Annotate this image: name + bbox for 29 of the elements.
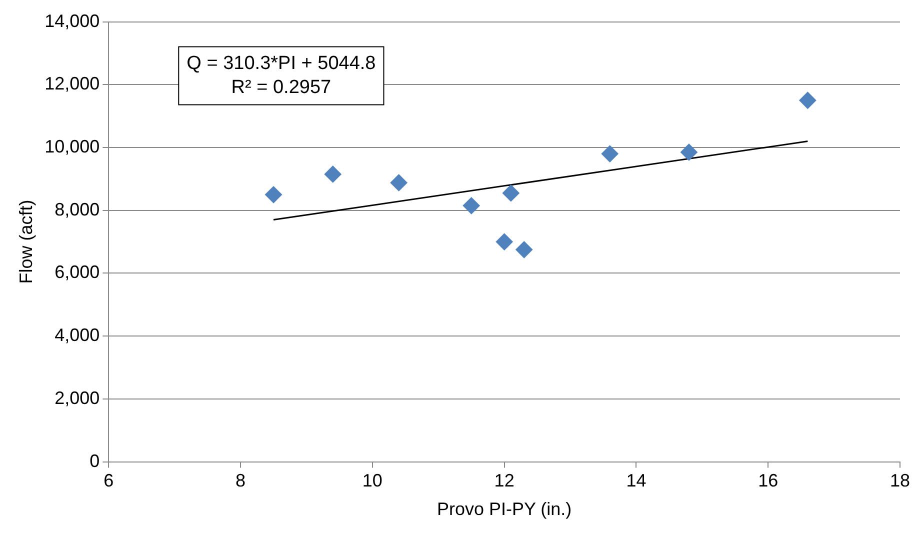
x-tick-label: 16 bbox=[758, 470, 778, 491]
y-tick-label: 14,000 bbox=[44, 10, 100, 31]
x-axis-title: Provo PI-PY (in.) bbox=[436, 499, 572, 520]
point bbox=[680, 144, 698, 161]
x-tick-label: 14 bbox=[626, 470, 646, 491]
point bbox=[496, 233, 513, 250]
y-tick-label: 8,000 bbox=[54, 199, 100, 220]
x-tick-label: 8 bbox=[236, 470, 246, 491]
point bbox=[390, 174, 408, 192]
point bbox=[502, 184, 520, 202]
point bbox=[265, 186, 282, 204]
point bbox=[462, 197, 480, 214]
y-tick-label: 2,000 bbox=[54, 388, 100, 408]
annotation: Q = 310.3*PI + 5044.8 bbox=[186, 53, 376, 74]
y-axis-title: Flow (acft) bbox=[16, 200, 36, 284]
x-tick-label: 6 bbox=[104, 470, 114, 491]
x-tick-label: 18 bbox=[890, 470, 910, 491]
x-tick-label: 12 bbox=[494, 470, 514, 491]
y-tick-label: 4,000 bbox=[54, 325, 100, 346]
point bbox=[799, 92, 816, 109]
point bbox=[516, 241, 533, 258]
y-tick-label: 6,000 bbox=[54, 262, 100, 282]
point bbox=[324, 166, 342, 183]
annotation: R² = 0.2957 bbox=[231, 77, 332, 98]
y-tick-label: 12,000 bbox=[44, 74, 100, 94]
x-tick-label: 10 bbox=[362, 470, 382, 491]
point bbox=[601, 145, 618, 162]
y-tick-label: 10,000 bbox=[44, 136, 100, 156]
y-tick-label: 0 bbox=[90, 450, 100, 471]
